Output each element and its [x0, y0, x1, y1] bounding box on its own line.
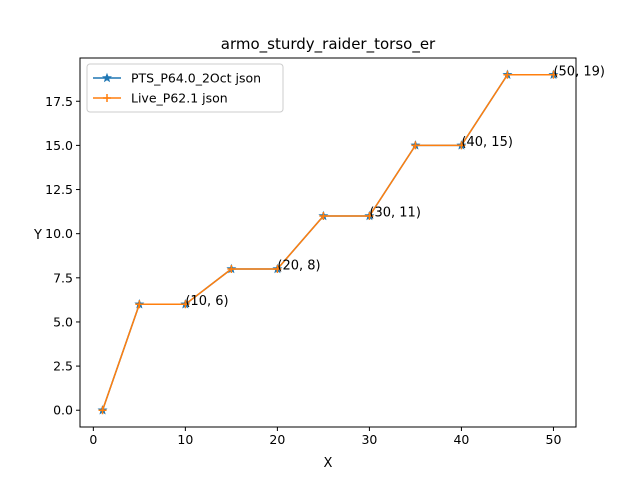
y-axis-label: Y — [33, 228, 42, 243]
point-annotation: (20, 8) — [277, 258, 320, 273]
data-point — [227, 264, 236, 273]
data-point — [135, 300, 144, 309]
axes-frame — [79, 57, 577, 428]
y-tick-label: 2.5 — [53, 359, 73, 374]
series-1 — [97, 69, 559, 415]
y-tick-label: 10.0 — [45, 226, 73, 241]
data-point — [181, 300, 190, 309]
x-axis: 0 10 20 30 40 50 — [89, 427, 561, 447]
data-point — [319, 212, 328, 221]
legend-marker — [103, 94, 111, 102]
legend-entry: Live_P62.1 json — [93, 91, 228, 106]
x-tick-label: 30 — [361, 432, 377, 447]
legend: PTS_P64.0_2Oct json Live_P62.1 json — [86, 63, 284, 113]
data-point — [549, 70, 558, 79]
point-annotation: (10, 6) — [185, 294, 228, 309]
x-tick-label: 20 — [269, 432, 285, 447]
x-tick-label: 0 — [89, 432, 97, 447]
x-tick-label: 40 — [453, 432, 469, 447]
y-tick-label: 15.0 — [45, 138, 73, 153]
x-tick-label: 10 — [177, 432, 193, 447]
x-axis-label: X — [324, 456, 333, 471]
series-line — [101, 74, 554, 411]
point-annotations: (10, 6) (20, 8) (30, 11) (40, 15) (50, 19) — [185, 64, 605, 309]
point-annotation: (50, 19) — [553, 64, 605, 79]
data-point — [411, 141, 420, 150]
legend-box — [86, 63, 284, 113]
series-line — [101, 74, 554, 411]
data-point — [457, 141, 466, 150]
data-point — [98, 406, 107, 415]
data-point — [273, 264, 282, 273]
series-2 — [98, 70, 558, 415]
plot-area — [97, 69, 559, 415]
legend-entry: PTS_P64.0_2Oct json — [93, 71, 261, 86]
y-axis: 0.0 2.5 5.0 7.5 10.0 12.5 15.0 17.5 — [45, 94, 80, 418]
y-tick-label: 5.0 — [53, 314, 73, 329]
data-point — [503, 70, 512, 79]
y-tick-label: 0.0 — [53, 403, 73, 418]
data-point — [365, 212, 374, 221]
y-tick-label: 7.5 — [53, 270, 73, 285]
legend-marker — [102, 72, 112, 83]
y-tick-label: 17.5 — [45, 94, 73, 109]
x-tick-label: 50 — [546, 432, 562, 447]
point-annotation: (30, 11) — [369, 206, 421, 221]
chart-title: armo_sturdy_raider_torso_er — [221, 35, 436, 54]
y-tick-label: 12.5 — [45, 182, 73, 197]
legend-label: PTS_P64.0_2Oct json — [131, 71, 261, 86]
legend-label: Live_P62.1 json — [131, 91, 228, 106]
point-annotation: (40, 15) — [461, 135, 512, 150]
